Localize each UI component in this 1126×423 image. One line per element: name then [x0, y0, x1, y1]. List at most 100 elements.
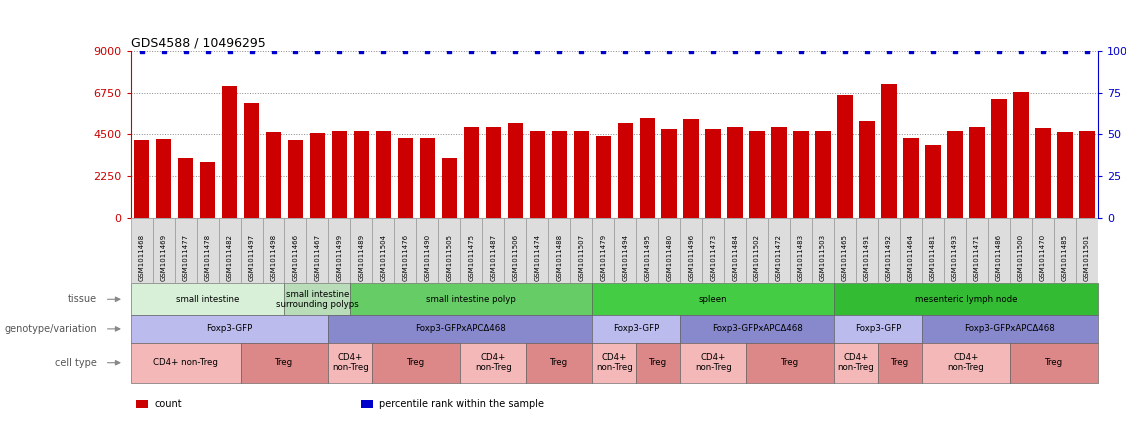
Bar: [262, 218, 285, 283]
Bar: [926, 146, 940, 218]
Text: GSM1011506: GSM1011506: [512, 234, 518, 281]
Point: [704, 47, 722, 54]
Bar: [397, 138, 413, 218]
Text: GSM1011489: GSM1011489: [358, 234, 365, 281]
Point: [484, 47, 502, 54]
Text: Foxp3-GFP: Foxp3-GFP: [613, 324, 660, 333]
Bar: [1054, 218, 1075, 283]
Point: [154, 47, 172, 54]
Bar: [661, 129, 677, 218]
Text: GSM1011466: GSM1011466: [293, 234, 298, 281]
Bar: [636, 218, 659, 283]
Bar: [306, 218, 329, 283]
Bar: [1010, 218, 1031, 283]
Text: Treg: Treg: [1045, 358, 1063, 367]
Point: [1056, 47, 1074, 54]
Point: [748, 47, 766, 54]
Text: GSM1011481: GSM1011481: [930, 234, 936, 281]
Bar: [529, 131, 545, 218]
Bar: [878, 343, 922, 383]
Bar: [966, 218, 988, 283]
Bar: [482, 218, 504, 283]
Bar: [285, 218, 306, 283]
Point: [726, 47, 744, 54]
Bar: [947, 131, 963, 218]
Text: GSM1011480: GSM1011480: [667, 234, 672, 281]
Point: [330, 47, 348, 54]
Bar: [834, 218, 856, 283]
Bar: [175, 218, 197, 283]
Bar: [592, 218, 615, 283]
Text: count: count: [154, 399, 182, 409]
Bar: [1079, 131, 1094, 218]
Text: GSM1011467: GSM1011467: [314, 234, 321, 281]
Point: [265, 47, 283, 54]
Text: Treg: Treg: [276, 358, 294, 367]
Point: [881, 47, 899, 54]
Text: small intestine: small intestine: [176, 295, 239, 304]
Bar: [856, 218, 878, 283]
Text: CD4+
non-Treg: CD4+ non-Treg: [948, 353, 984, 372]
Point: [792, 47, 810, 54]
Bar: [727, 127, 743, 218]
Text: GSM1011473: GSM1011473: [711, 234, 716, 281]
Bar: [703, 218, 724, 283]
Point: [440, 47, 458, 54]
Bar: [1075, 218, 1098, 283]
Text: tissue: tissue: [68, 294, 97, 304]
Bar: [750, 131, 765, 218]
Text: cell type: cell type: [55, 358, 97, 368]
Text: GSM1011502: GSM1011502: [754, 234, 760, 281]
Bar: [508, 123, 522, 218]
Bar: [266, 132, 282, 218]
Point: [660, 47, 678, 54]
Bar: [197, 218, 218, 283]
Text: Foxp3-GFP: Foxp3-GFP: [206, 324, 252, 333]
Bar: [504, 218, 526, 283]
Bar: [526, 218, 548, 283]
Bar: [218, 218, 241, 283]
Point: [507, 47, 525, 54]
Point: [924, 47, 942, 54]
Point: [638, 47, 656, 54]
Bar: [838, 95, 852, 218]
Text: GSM1011504: GSM1011504: [381, 234, 386, 281]
Text: GSM1011487: GSM1011487: [490, 234, 497, 281]
Bar: [747, 218, 768, 283]
Bar: [131, 218, 153, 283]
Bar: [834, 343, 878, 383]
Bar: [241, 218, 262, 283]
Bar: [461, 343, 526, 383]
Point: [463, 47, 481, 54]
Text: GSM1011477: GSM1011477: [182, 234, 188, 281]
Bar: [222, 86, 238, 218]
Bar: [592, 283, 834, 315]
Bar: [922, 315, 1098, 343]
Point: [990, 47, 1008, 54]
Text: GSM1011488: GSM1011488: [556, 234, 562, 281]
Point: [770, 47, 788, 54]
Point: [835, 47, 854, 54]
Text: GSM1011499: GSM1011499: [337, 234, 342, 281]
Point: [814, 47, 832, 54]
Text: GSM1011501: GSM1011501: [1084, 234, 1090, 281]
Bar: [859, 121, 875, 218]
Bar: [592, 343, 636, 383]
Bar: [640, 118, 655, 218]
Point: [572, 47, 590, 54]
Bar: [882, 84, 896, 218]
Bar: [922, 343, 1010, 383]
Bar: [461, 218, 482, 283]
Text: GSM1011478: GSM1011478: [205, 234, 211, 281]
Point: [221, 47, 239, 54]
Text: GSM1011485: GSM1011485: [1062, 234, 1067, 281]
Text: small intestine polyp: small intestine polyp: [427, 295, 517, 304]
Bar: [131, 343, 241, 383]
Bar: [680, 343, 747, 383]
Bar: [768, 218, 790, 283]
Bar: [680, 315, 834, 343]
Text: small intestine
surrounding polyps: small intestine surrounding polyps: [276, 290, 359, 309]
Bar: [1031, 218, 1054, 283]
Bar: [361, 400, 373, 408]
Point: [242, 47, 260, 54]
